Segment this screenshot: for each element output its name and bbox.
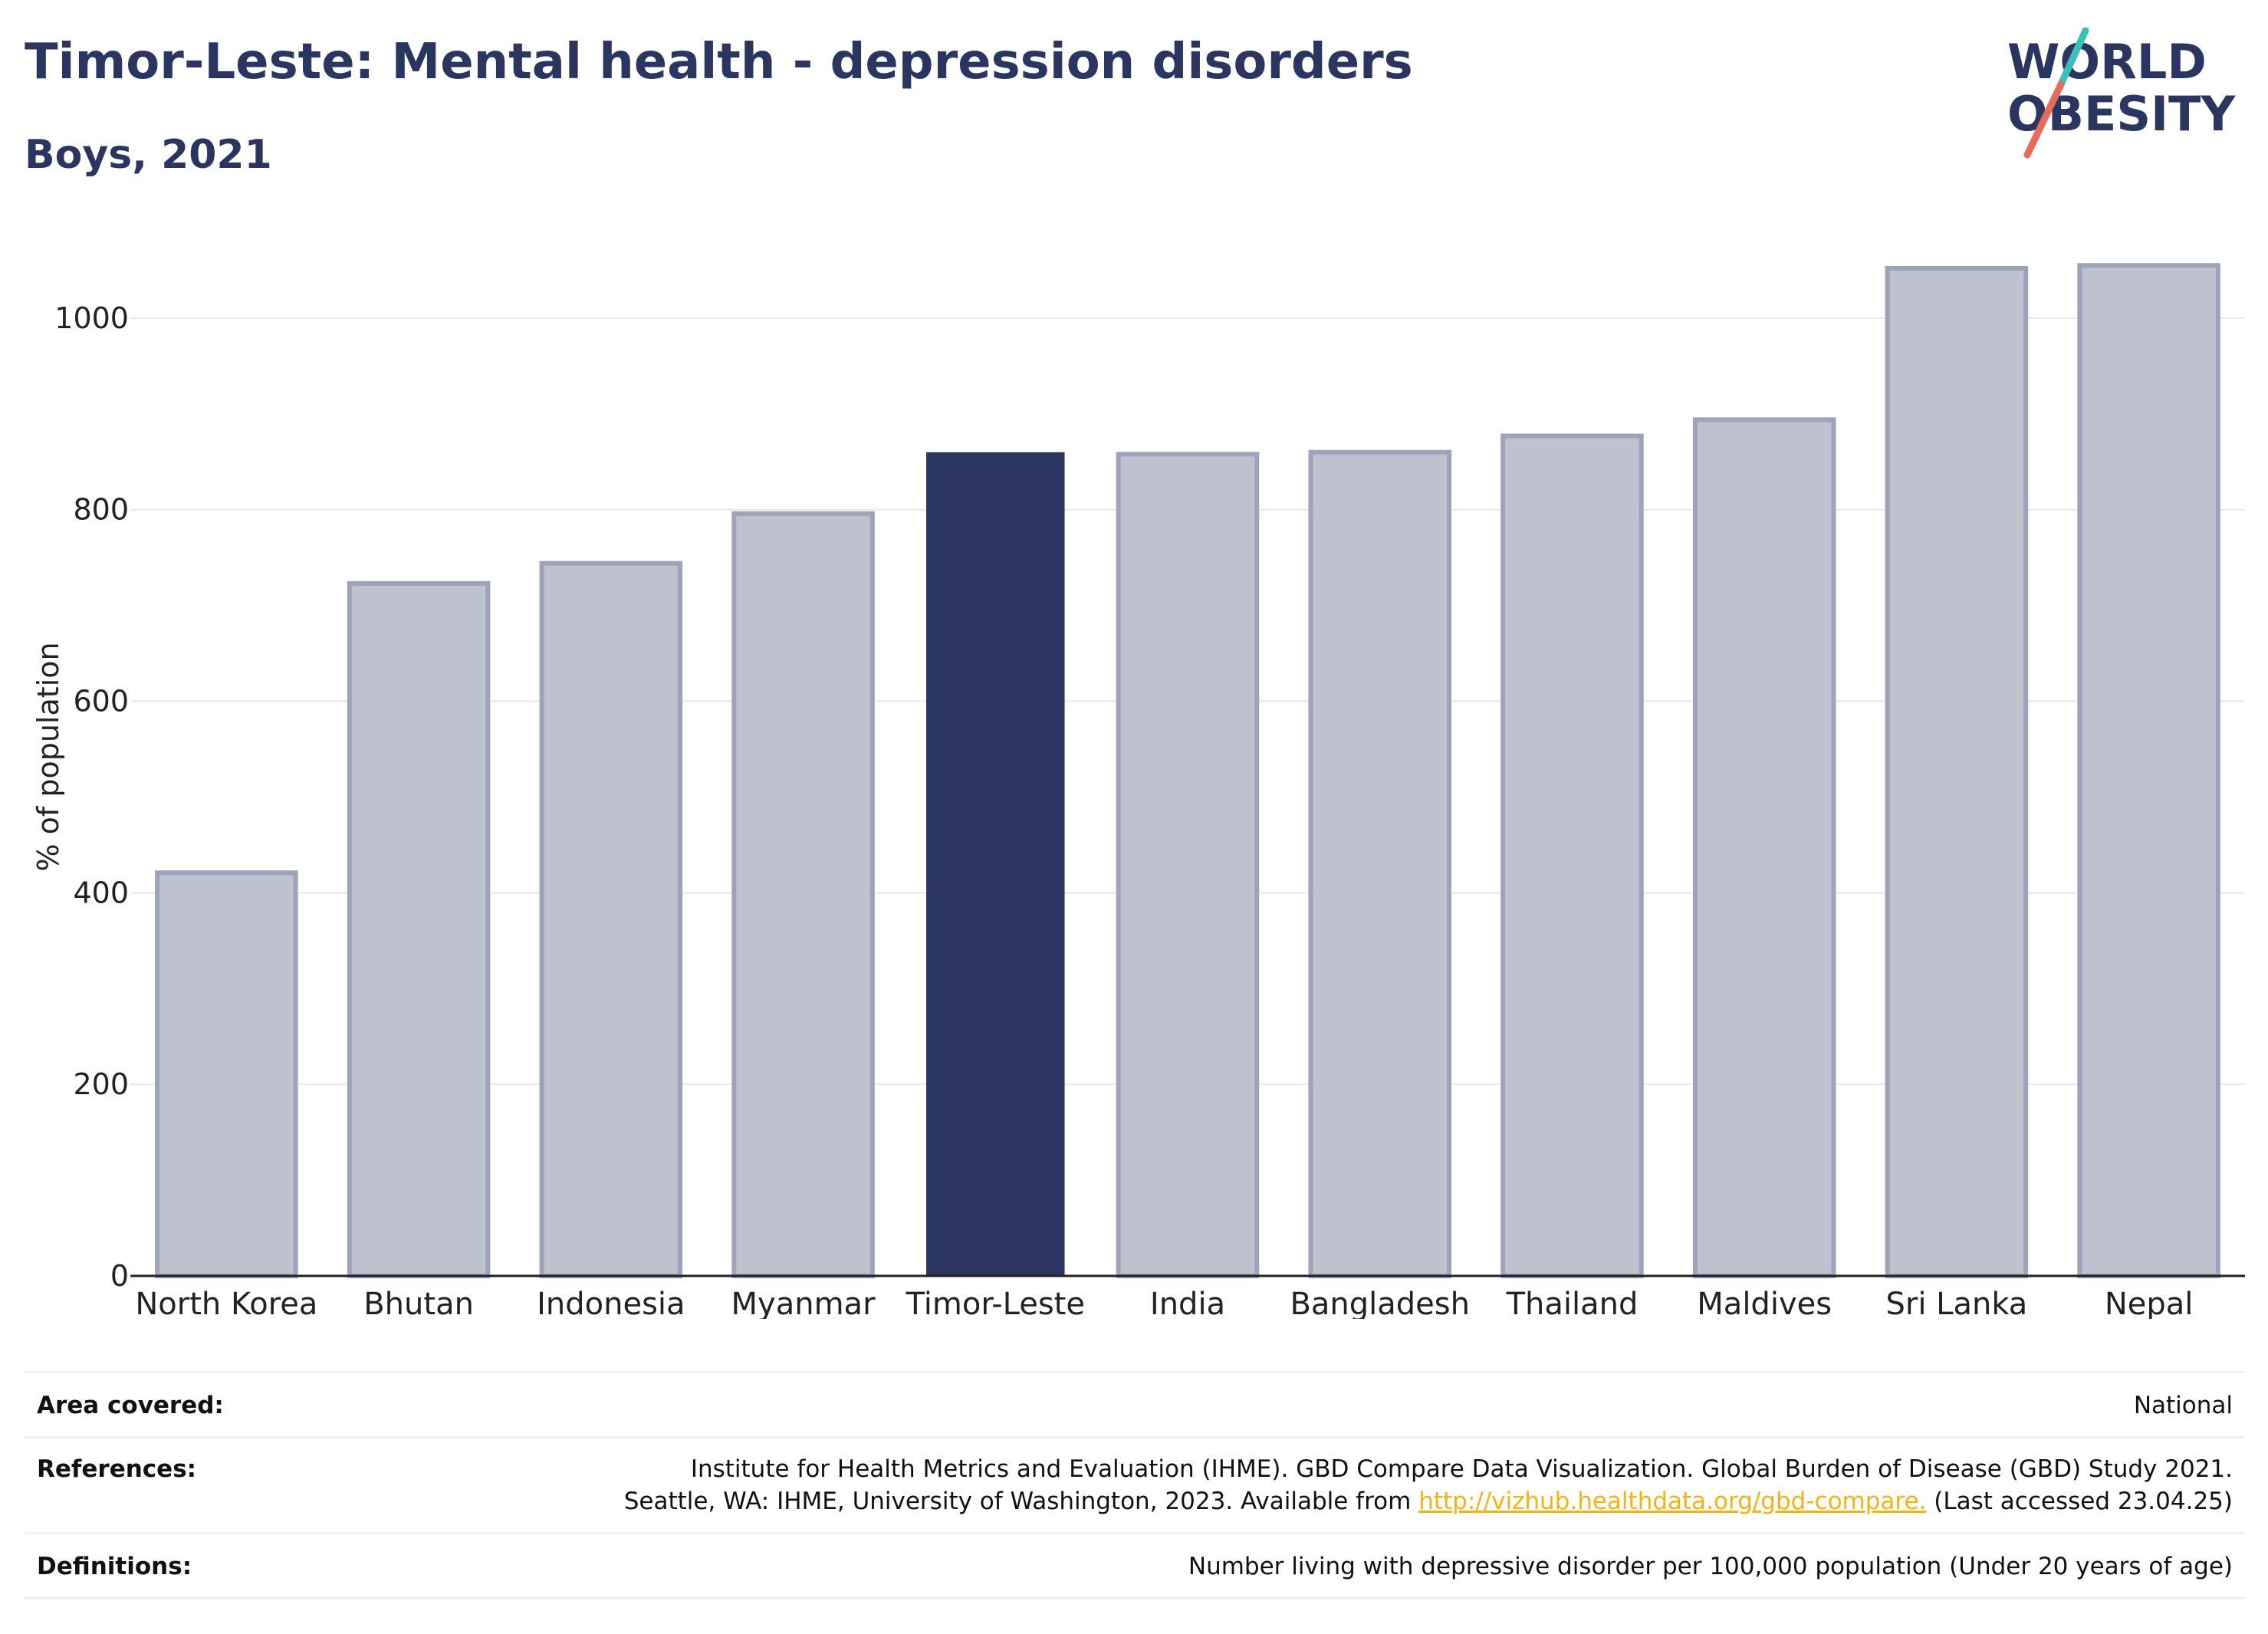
x-tick-label: Indonesia <box>537 1287 685 1319</box>
x-tick-label: Myanmar <box>731 1287 876 1319</box>
x-axis-ticks: North Korea Bhutan Indonesia Myanmar Timor-L… <box>135 1287 2193 1319</box>
bar-nepal <box>2077 263 2220 1278</box>
x-tick-label: Nepal <box>2105 1287 2194 1319</box>
y-tick-label: 1000 <box>54 301 129 335</box>
bar-bhutan <box>347 580 491 1278</box>
logo-slash-teal <box>2057 27 2089 88</box>
bar-maldives <box>1692 417 1836 1278</box>
y-tick-label: 200 <box>73 1067 129 1101</box>
y-axis-ticks: 0 200 400 600 800 1000 <box>54 301 129 1293</box>
bar-chart: 0 200 400 600 800 1000 North Korea Bhutan Indon… <box>31 263 2245 1319</box>
references-text-post: (Last accessed 23.04.25) <box>1926 1488 2233 1515</box>
meta-row-definitions: Definitions: Number living with depressi… <box>25 1534 2245 1599</box>
world-obesity-logo: WORLD OBESITY <box>2007 27 2236 159</box>
x-tick-label: Thailand <box>1506 1287 1639 1319</box>
x-tick-label: North Korea <box>135 1287 317 1319</box>
area-value: National <box>2133 1392 2233 1419</box>
bar-indonesia <box>539 561 683 1278</box>
bar-timor-leste <box>926 452 1065 1277</box>
definitions-value: Number living with depressive disorder p… <box>1188 1553 2233 1580</box>
y-tick-label: 0 <box>110 1259 129 1293</box>
logo-slash-coral <box>2023 81 2065 159</box>
x-tick-label: Maldives <box>1697 1287 1832 1319</box>
x-tick-label: Sri Lanka <box>1886 1287 2028 1319</box>
x-tick-label: Bhutan <box>363 1287 474 1319</box>
y-axis-label: % of population <box>31 642 65 871</box>
bar-north-korea <box>155 870 298 1278</box>
definitions-label: Definitions: <box>37 1553 192 1580</box>
x-tick-label: Bangladesh <box>1290 1287 1470 1319</box>
x-tick-label: Timor-Leste <box>906 1287 1085 1319</box>
metadata-table: Area covered: National References: Insti… <box>25 1371 2245 1603</box>
bars <box>155 263 2220 1279</box>
y-tick-label: 600 <box>73 685 129 718</box>
x-tick-label: India <box>1150 1287 1225 1319</box>
bar-thailand <box>1500 433 1644 1279</box>
logo-word-world: WORLD <box>2007 34 2207 90</box>
meta-row-area: Area covered: National <box>25 1373 2245 1438</box>
chart-subtitle: Boys, 2021 <box>25 132 272 178</box>
y-tick-label: 400 <box>73 876 129 909</box>
y-tick-label: 800 <box>73 493 129 527</box>
references-link[interactable]: http://vizhub.healthdata.org/gbd-compare… <box>1418 1488 1927 1515</box>
bar-india <box>1116 452 1260 1278</box>
bar-sri-lanka <box>1885 265 2029 1278</box>
references-line-1: Institute for Health Metrics and Evaluat… <box>690 1455 2233 1483</box>
references-label: References: <box>37 1455 197 1483</box>
bar-myanmar <box>731 511 875 1278</box>
bar-bangladesh <box>1308 449 1451 1278</box>
references-text-pre: Seattle, WA: IHME, University of Washing… <box>623 1488 1419 1515</box>
meta-row-references: References: Institute for Health Metrics… <box>25 1438 2245 1534</box>
chart-title: Timor-Leste: Mental health - depression … <box>25 34 1413 90</box>
area-label: Area covered: <box>37 1392 224 1419</box>
references-line-2: Seattle, WA: IHME, University of Washing… <box>624 1488 2233 1515</box>
